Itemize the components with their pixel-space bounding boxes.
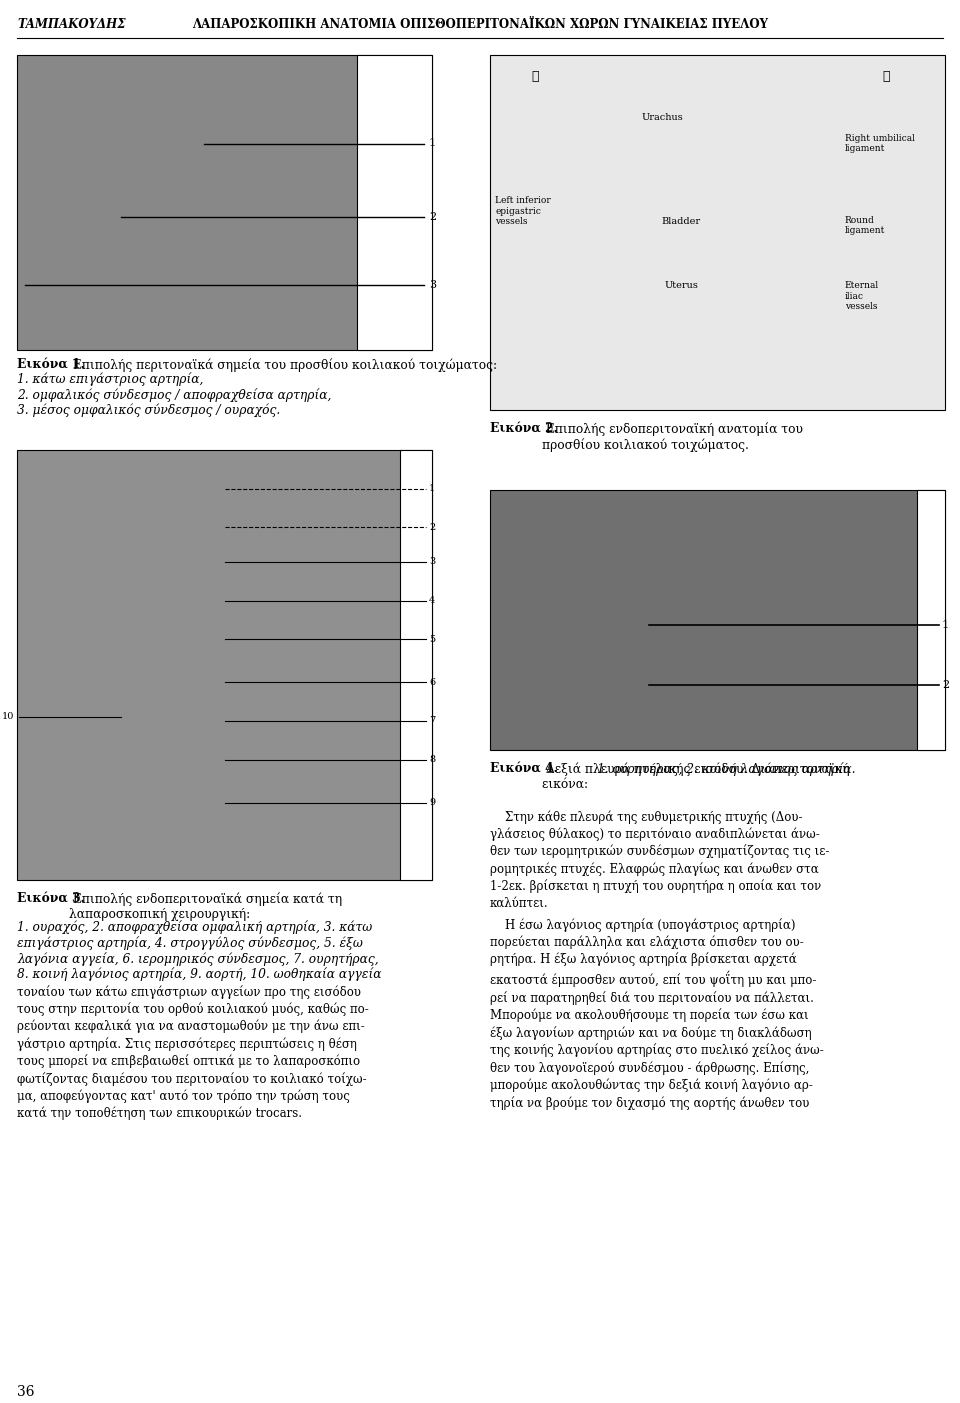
Bar	[357, 55, 432, 349]
Text: Right umbilical
ligament: Right umbilical ligament	[845, 135, 915, 153]
Text: 3: 3	[429, 557, 435, 567]
Text: Επιπολής περιτοναϊκά σημεία του προσθίου κοιλιακού τοιχώματος:: Επιπολής περιτοναϊκά σημεία του προσθίου…	[69, 358, 501, 372]
Text: τοναίου των κάτω επιγάστριων αγγείων προ της εισόδου
τους στην περιτονία του ορθ: τοναίου των κάτω επιγάστριων αγγείων προ…	[17, 985, 369, 1121]
Text: 10: 10	[2, 713, 14, 721]
Text: 2: 2	[429, 523, 435, 532]
Text: Εικόνα 4.: Εικόνα 4.	[490, 762, 558, 774]
Text: 1: 1	[429, 139, 436, 149]
Text: ✕: ✕	[882, 70, 890, 84]
Text: Επιπολής ενδοπεριτοναϊκή ανατομία του
προσθίου κοιλιακού τοιχώματος.: Επιπολής ενδοπεριτοναϊκή ανατομία του πρ…	[542, 422, 803, 452]
Text: Left inferior
epigastric
vessels: Left inferior epigastric vessels	[495, 196, 551, 226]
Text: Eternal
iliac
vessels: Eternal iliac vessels	[845, 282, 879, 311]
Text: 5: 5	[429, 634, 435, 644]
Bar	[17, 450, 432, 880]
Text: 1. ουρητήρας, 2. κοινή λαγόνιος αρτηρία.: 1. ουρητήρας, 2. κοινή λαγόνιος αρτηρία.	[597, 762, 855, 776]
Text: Δεξιά πλευρά πυελικής εισόδου. Διαπεριτοναϊκή
εικόνα:: Δεξιά πλευρά πυελικής εισόδου. Διαπεριτο…	[542, 762, 850, 790]
Text: 7: 7	[429, 717, 435, 725]
Text: 3: 3	[429, 281, 436, 290]
Text: 1. ουραχός, 2. αποφραχθείσα ομφαλική αρτηρία, 3. κάτω
επιγάστριος αρτηρία, 4. στ: 1. ουραχός, 2. αποφραχθείσα ομφαλική αρτ…	[17, 920, 381, 982]
Text: ΛΑΠΑΡΟΣΚΟΠΙΚΗ ΑΝΑΤΟΜΙΑ ΟΠΙΣΘΟΠΕΡΙΤΟΝΑΪΚΩΝ ΧΩΡΩΝ ΓΥΝΑΙΚΕΙΑΣ ΠΥΕΛΟΥ: ΛΑΠΑΡΟΣΚΟΠΙΚΗ ΑΝΑΤΟΜΙΑ ΟΠΙΣΘΟΠΕΡΙΤΟΝΑΪΚΩ…	[192, 18, 768, 31]
Text: 4: 4	[429, 596, 435, 605]
Text: Εικόνα 3.: Εικόνα 3.	[17, 892, 84, 905]
Text: Bladder: Bladder	[661, 217, 701, 226]
Text: Uterus: Uterus	[664, 281, 698, 290]
Text: 6: 6	[429, 678, 435, 686]
Text: Round
ligament: Round ligament	[845, 216, 885, 236]
Text: ✕: ✕	[532, 70, 540, 84]
Bar	[490, 490, 945, 751]
Text: Εικόνα 2.: Εικόνα 2.	[490, 422, 558, 435]
Text: Urachus: Urachus	[642, 114, 684, 122]
Text: Εικόνα 1.: Εικόνα 1.	[17, 358, 84, 370]
Bar	[17, 55, 432, 349]
Text: Η έσω λαγόνιος αρτηρία (υπογάστριος αρτηρία)
πορεύεται παράλληλα και ελάχιστα όπ: Η έσω λαγόνιος αρτηρία (υπογάστριος αρτη…	[490, 918, 824, 1110]
Text: 2: 2	[429, 212, 436, 222]
Text: 1: 1	[942, 620, 949, 630]
Bar	[917, 490, 945, 751]
Text: Στην κάθε πλευρά της ευθυμετρικής πτυχής (Δου-
γλάσειος θύλακος) το περιτόναιο α: Στην κάθε πλευρά της ευθυμετρικής πτυχής…	[490, 810, 829, 909]
Text: ΤΑΜΠΑΚΟΥΔΗΣ: ΤΑΜΠΑΚΟΥΔΗΣ	[17, 18, 126, 31]
Text: 2: 2	[942, 680, 949, 690]
Text: 1: 1	[429, 484, 435, 494]
Bar	[400, 450, 432, 880]
Text: 36: 36	[17, 1385, 35, 1399]
Text: 8: 8	[429, 755, 435, 765]
Text: 9: 9	[429, 798, 435, 807]
Bar	[490, 55, 945, 410]
Text: 1. κάτω επιγάστριος αρτηρία,
2. ομφαλικός σύνδεσμος / αποφραχθείσα αρτηρία,
3. μ: 1. κάτω επιγάστριος αρτηρία, 2. ομφαλικό…	[17, 372, 331, 417]
Text: Επιπολής ενδοπεριτοναϊκά σημεία κατά τη
λαπαροσκοπική χειρουργική:: Επιπολής ενδοπεριτοναϊκά σημεία κατά τη …	[69, 892, 342, 920]
